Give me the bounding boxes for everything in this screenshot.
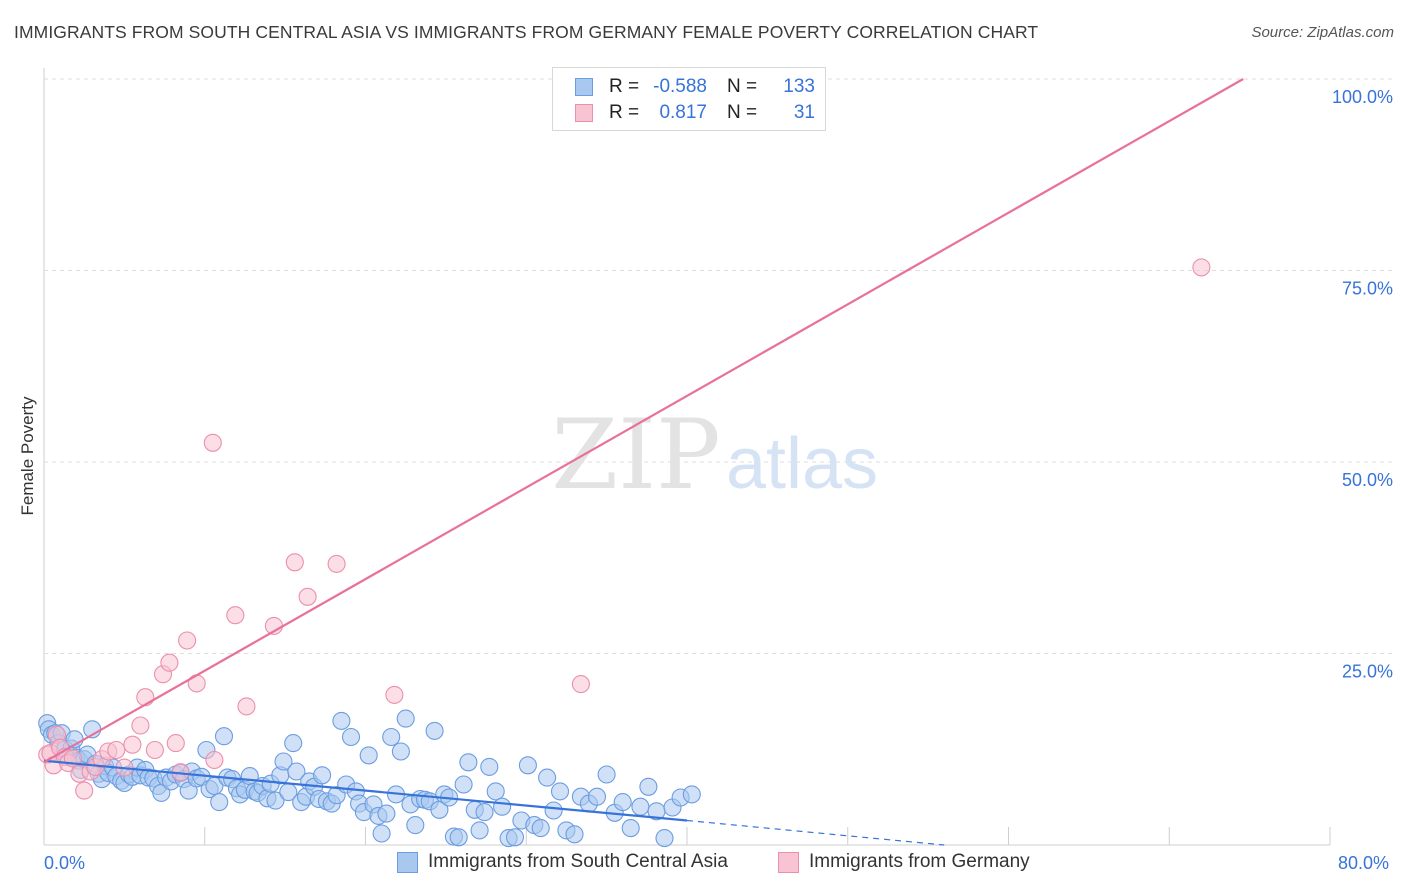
point-germany [136,688,155,707]
point-south-central-asia [639,777,658,796]
point-south-central-asia [631,797,650,816]
point-south-central-asia [382,727,401,747]
point-south-central-asia [587,787,607,806]
legend-swatch-pink [778,851,799,873]
y-axis-label: Female Poverty [18,396,37,516]
point-south-central-asia [613,793,632,812]
legend-swatch-blue [397,851,418,873]
point-germany [145,740,164,760]
data-points [38,258,1211,848]
point-germany [107,740,126,760]
point-south-central-asia [313,766,332,785]
legend-swatch-pink [575,104,593,122]
point-south-central-asia [682,785,701,804]
point-south-central-asia [459,753,478,772]
legend-n-label: N = [727,76,758,97]
point-germany [131,716,150,735]
point-germany [237,697,256,716]
x-tick-label-max: 80.0% [1338,853,1390,873]
point-south-central-asia [391,742,410,761]
point-germany [166,734,185,753]
point-south-central-asia [486,782,505,801]
point-south-central-asia [210,793,229,812]
point-south-central-asia [597,765,616,784]
point-south-central-asia [266,791,285,810]
legend-n-value: 133 [783,76,815,97]
point-south-central-asia [274,752,293,771]
legend-swatch-blue [575,78,593,96]
bottom-legend-south-central-asia[interactable]: Immigrants from South Central Asia [397,851,728,873]
point-south-central-asia [531,819,550,838]
y-tick-label: 25.0% [1342,662,1393,682]
point-germany [75,781,94,800]
point-germany [1192,258,1211,277]
point-south-central-asia [406,816,425,835]
point-south-central-asia [287,762,306,781]
point-germany [123,735,142,754]
point-south-central-asia [518,756,537,775]
trend-lines [43,78,1244,846]
point-south-central-asia [480,757,499,776]
point-south-central-asia [425,721,444,740]
point-south-central-asia [377,804,396,823]
point-germany [203,433,222,452]
point-germany [285,553,304,572]
source-label: Source: ZipAtlas.com [1251,24,1394,41]
legend-row-germany: R = 0.817 N = 31 [575,101,815,125]
y-tick-labels: 25.0% 50.0% 75.0% 100.0% [1332,87,1393,682]
point-south-central-asia [538,768,557,787]
point-south-central-asia [372,824,391,843]
stats-legend: R = -0.588 N = 133 R = 0.817 N = 31 [552,67,826,131]
point-south-central-asia [544,801,563,820]
point-south-central-asia [396,709,415,728]
point-south-central-asia [470,821,489,840]
point-south-central-asia [214,727,234,746]
point-germany [571,675,590,694]
x-tick-label-min: 0.0% [44,853,86,873]
point-south-central-asia [550,782,570,801]
point-south-central-asia [284,734,303,753]
point-germany [226,606,245,625]
point-south-central-asia [332,711,351,730]
trend-extension-dashed [686,819,945,846]
legend-r-value: 0.817 [659,102,707,123]
point-south-central-asia [621,819,640,838]
watermark-zip: ZIP [551,399,720,511]
point-south-central-asia [493,797,512,816]
watermark-atlas: atlas [726,424,878,504]
trend-line-south-central-asia [43,759,688,822]
legend-r-value: -0.588 [653,76,707,97]
point-south-central-asia [449,828,468,847]
point-south-central-asia [505,828,525,847]
point-south-central-asia [359,746,378,765]
y-tick-label: 75.0% [1342,279,1393,299]
point-germany [205,750,224,770]
legend-label: Immigrants from Germany [809,851,1030,872]
point-germany [327,554,346,573]
trend-line-germany [43,78,1244,764]
legend-row-south-central-asia: R = -0.588 N = 133 [575,75,815,99]
legend-label: Immigrants from South Central Asia [428,851,728,872]
point-germany [298,587,317,606]
chart-title: IMMIGRANTS FROM SOUTH CENTRAL ASIA VS IM… [14,22,1039,42]
y-tick-label: 100.0% [1332,87,1393,107]
watermark: ZIP atlas [551,399,878,511]
point-germany [178,631,197,650]
legend-r-label: R = [609,76,640,97]
point-south-central-asia [341,727,361,747]
y-tick-label: 50.0% [1342,470,1393,490]
point-south-central-asia [475,803,494,822]
legend-n-label: N = [727,102,758,123]
point-south-central-asia [655,829,674,848]
x-tick-marks [43,827,1331,845]
point-south-central-asia [454,775,473,794]
bottom-legend-germany[interactable]: Immigrants from Germany [778,851,1030,873]
point-germany [160,653,179,672]
legend-r-label: R = [609,102,640,123]
point-south-central-asia [565,825,584,844]
legend-n-value: 31 [793,102,815,123]
point-germany [385,685,404,704]
